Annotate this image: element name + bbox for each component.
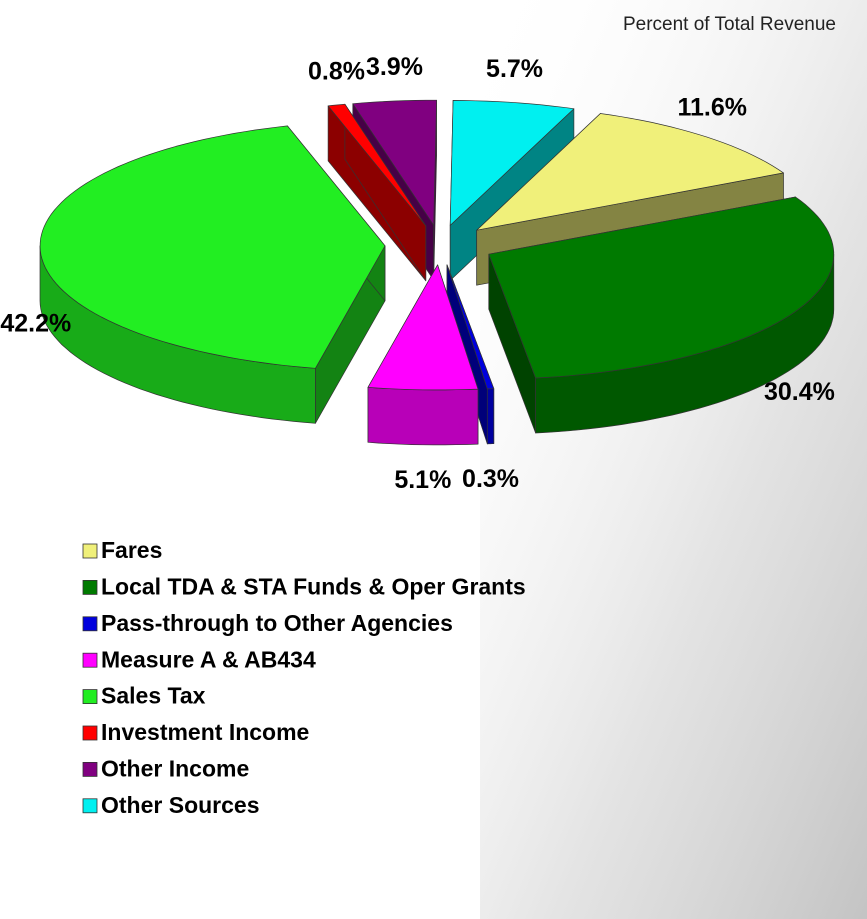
legend-label: Measure A & AB434 [101, 646, 316, 672]
value-label: 5.1% [394, 466, 451, 494]
value-label: 11.6% [678, 94, 748, 122]
value-label: 0.8% [308, 58, 365, 86]
legend-label: Other Income [101, 755, 249, 781]
value-label: 3.9% [366, 53, 423, 81]
legend-swatch [83, 690, 97, 704]
legend-label: Investment Income [101, 719, 309, 745]
legend: Fares Local TDA & STA Funds & Oper Grants… [83, 537, 526, 818]
legend-label: Sales Tax [101, 683, 206, 709]
legend-swatch [83, 799, 97, 813]
legend-swatch [83, 726, 97, 740]
legend-swatch [83, 580, 97, 594]
legend-swatch [83, 762, 97, 776]
value-label: 5.7% [486, 55, 543, 83]
value-label: 42.2% [0, 309, 71, 337]
slice-wall [487, 389, 494, 444]
legend-swatch [83, 617, 97, 631]
legend-swatch [83, 544, 97, 558]
legend-label: Pass-through to Other Agencies [101, 610, 453, 636]
legend-swatch [83, 653, 97, 667]
slice [40, 126, 385, 423]
slice-wall [368, 387, 478, 445]
legend-label: Fares [101, 537, 162, 563]
chart: Percent of Total Revenue 11.6% 30.4% 0.3% 5… [0, 0, 867, 919]
value-label: 30.4% [764, 378, 835, 406]
legend-label: Other Sources [101, 792, 260, 818]
value-label: 0.3% [462, 465, 519, 493]
chart-title: Percent of Total Revenue [623, 14, 836, 35]
legend-label: Local TDA & STA Funds & Oper Grants [101, 573, 526, 599]
